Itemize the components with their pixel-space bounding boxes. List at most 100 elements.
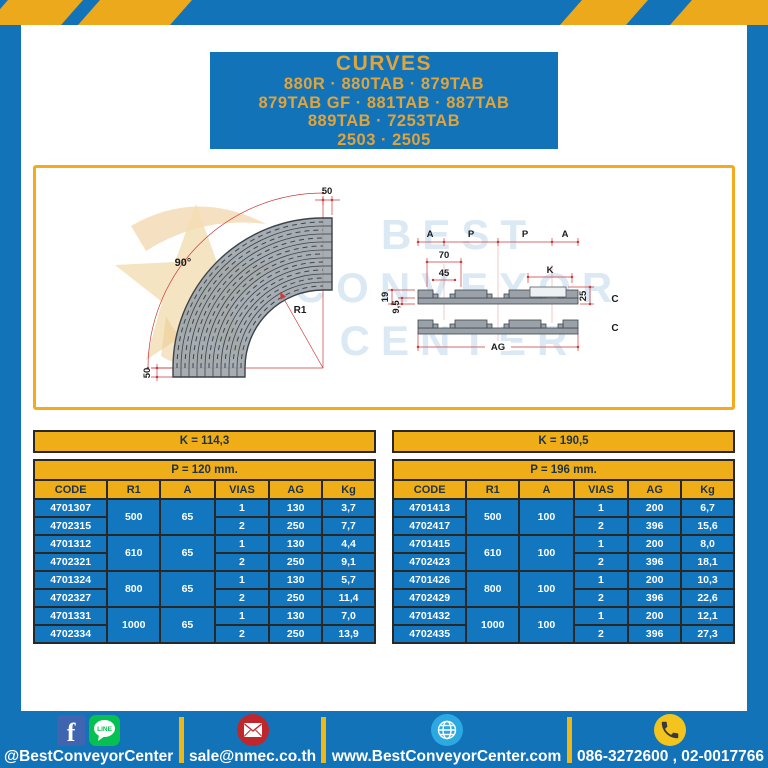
code-cell: 4702435 — [391, 624, 468, 644]
svg-text:70: 70 — [439, 250, 450, 261]
r1-cell: 500 — [465, 498, 521, 536]
svg-text:A: A — [427, 229, 434, 240]
pitch-header: P = 120 mm. — [33, 459, 376, 481]
curves-header-box: CURVES 880R · 880TAB · 879TAB 879TAB GF … — [210, 52, 558, 149]
kg-cell: 7,0 — [321, 606, 376, 626]
svg-text:19: 19 — [380, 292, 391, 303]
footer-email-section: sale@nmec.co.th — [189, 713, 316, 767]
code-cell: 4701432 — [391, 606, 468, 626]
kg-cell: 5,7 — [321, 570, 376, 590]
a-cell: 65 — [159, 570, 216, 608]
svg-text:K: K — [547, 265, 554, 276]
r1-cell: 800 — [465, 570, 521, 608]
table-row: 4702321 2 250 9,1 — [32, 552, 376, 572]
website-url: www.BestConveyorCenter.com — [331, 747, 562, 765]
r1-cell: 610 — [465, 534, 521, 572]
cross-section-diagram: A P P A 70 45 K 25 19 9,5 AG C C — [380, 229, 619, 353]
table-row: 4702417 2 396 15,6 — [391, 516, 735, 536]
ag-cell: 200 — [627, 498, 683, 518]
technical-drawing: 90° R1 50 50 — [142, 186, 619, 381]
ag-cell: 250 — [268, 552, 324, 572]
code-cell: 4702423 — [391, 552, 468, 572]
svg-text:A: A — [562, 229, 569, 240]
kg-cell: 27,3 — [680, 624, 735, 644]
code-cell: 4702429 — [391, 588, 468, 608]
r1-cell: 1000 — [106, 606, 162, 644]
svg-text:P: P — [468, 229, 475, 240]
column-header: R1 — [106, 479, 162, 500]
svg-text:P: P — [522, 229, 529, 240]
table-row: 4702334 2 250 13,9 — [32, 624, 376, 644]
table-row: 4701331 1000 65 1 130 7,0 — [32, 606, 376, 644]
svg-text:90°: 90° — [175, 257, 192, 269]
model-list-line: 889TAB · 7253TAB — [307, 112, 461, 130]
ag-cell: 396 — [627, 552, 683, 572]
r1-cell: 1000 — [465, 606, 521, 644]
a-cell: 100 — [518, 534, 575, 572]
ag-cell: 250 — [268, 624, 324, 644]
kg-cell: 6,7 — [680, 498, 735, 518]
svg-text:50: 50 — [142, 368, 153, 379]
vias-cell: 1 — [572, 606, 630, 626]
kg-cell: 10,3 — [680, 570, 735, 590]
svg-text:45: 45 — [439, 268, 450, 279]
column-header-row: CODE R1 A VIAS AG Kg — [391, 479, 735, 500]
footer-website-section: www.BestConveyorCenter.com — [332, 713, 561, 767]
code-cell: 4701426 — [391, 570, 468, 590]
k-value-header: K = 190,5 — [392, 430, 735, 453]
vias-cell: 1 — [213, 570, 271, 590]
hazard-stripe-bar — [0, 0, 768, 25]
table-row: 4701415 610 100 1 200 8,0 — [391, 534, 735, 572]
page-title: CURVES — [335, 52, 433, 75]
code-cell: 4702315 — [32, 516, 109, 536]
column-header: VIAS — [213, 479, 271, 500]
kg-cell: 7,7 — [321, 516, 376, 536]
code-cell: 4702321 — [32, 552, 109, 572]
kg-cell: 13,9 — [321, 624, 376, 644]
vias-cell: 1 — [213, 498, 271, 518]
column-header: A — [159, 479, 216, 500]
ag-cell: 250 — [268, 516, 324, 536]
footer-phone-section: 086-3272600 , 02-0017766 — [577, 713, 764, 767]
table-row: 4702435 2 396 27,3 — [391, 624, 735, 644]
k-value-header: K = 114,3 — [33, 430, 376, 453]
mail-icon — [236, 714, 269, 746]
svg-text:AG: AG — [491, 342, 505, 353]
svg-text:C: C — [611, 294, 618, 305]
table-row: 4701324 800 65 1 130 5,7 — [32, 570, 376, 608]
vias-cell: 2 — [572, 588, 630, 608]
phone-icon — [654, 714, 687, 746]
vias-cell: 1 — [572, 570, 630, 590]
vias-cell: 1 — [213, 534, 271, 554]
r1-cell: 610 — [106, 534, 162, 572]
line-icon: LINE — [89, 714, 121, 746]
kg-cell: 9,1 — [321, 552, 376, 572]
table-row: 4702423 2 396 18,1 — [391, 552, 735, 572]
column-header: R1 — [465, 479, 521, 500]
column-header: CODE — [391, 479, 468, 500]
a-cell: 65 — [159, 606, 216, 644]
table-row: 4701413 500 100 1 200 6,7 — [391, 498, 735, 536]
footer-divider — [178, 716, 184, 763]
column-header: CODE — [32, 479, 109, 500]
spec-table-k114: K = 114,3 P = 120 mm. CODE R1 A VIAS AG Kg 4701… — [32, 430, 376, 644]
table-row: 4701426 800 100 1 200 10,3 — [391, 570, 735, 608]
a-cell: 65 — [159, 498, 216, 536]
spec-table: P = 196 mm. CODE R1 A VIAS AG Kg 4701413 500 100 1… — [391, 459, 735, 644]
table-row: 4701307 500 65 1 130 3,7 — [32, 498, 376, 536]
ag-cell: 396 — [627, 624, 683, 644]
column-header: AG — [268, 479, 324, 500]
curve-diagram: 90° R1 50 50 — [142, 186, 340, 381]
column-header: AG — [627, 479, 683, 500]
ag-cell: 130 — [268, 606, 324, 626]
table-row: 4702429 2 396 22,6 — [391, 588, 735, 608]
code-cell: 4701415 — [391, 534, 468, 554]
r1-cell: 500 — [106, 498, 162, 536]
column-header: A — [518, 479, 575, 500]
contact-footer: f LINE @BestConveyorCenter sale@nmec.co — [0, 711, 768, 768]
a-cell: 100 — [518, 606, 575, 644]
vias-cell: 2 — [213, 624, 271, 644]
vias-cell: 2 — [213, 588, 271, 608]
kg-cell: 15,6 — [680, 516, 735, 536]
